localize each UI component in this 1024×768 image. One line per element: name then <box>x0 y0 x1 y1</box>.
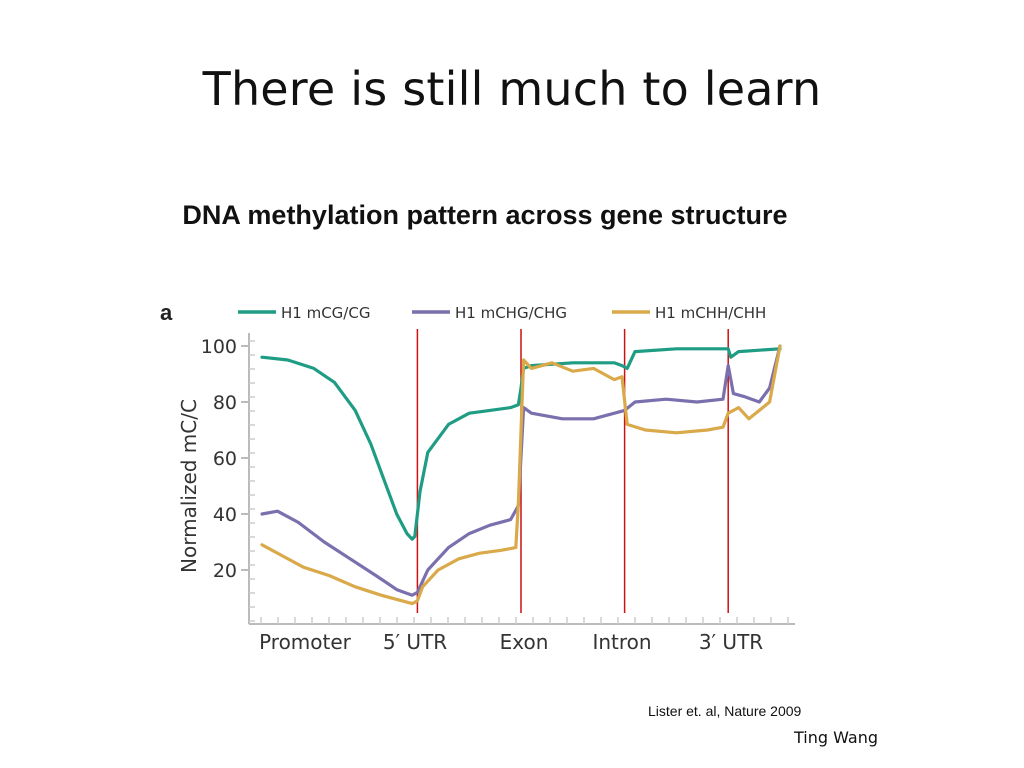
region-label: Promoter <box>259 630 352 654</box>
chart-axes: 20 40 60 80 100 <box>201 333 795 625</box>
y-tick-label: 40 <box>213 504 237 526</box>
chart-legend: H1 mCG/CG H1 mCHG/CHG H1 mCHH/CHH <box>238 304 766 322</box>
series-line-1 <box>260 347 782 541</box>
y-tick-label: 60 <box>213 448 237 470</box>
panel-label: a <box>160 300 173 325</box>
citation: Lister et. al, Nature 2009 <box>648 703 802 719</box>
series-line-3 <box>260 344 782 606</box>
author-name: Ting Wang <box>793 728 878 747</box>
y-axis-title: Normalized mC/C <box>177 399 201 573</box>
y-tick-label: 20 <box>213 560 237 582</box>
slide-title: There is still much to learn <box>202 62 822 116</box>
region-labels: Promoter 5′ UTR Exon Intron 3′ UTR <box>259 630 763 654</box>
y-tick-label: 80 <box>213 392 237 414</box>
legend-entry: H1 mCHH/CHH <box>655 304 766 322</box>
legend-entry: H1 mCHG/CHG <box>455 304 567 322</box>
y-tick-label: 100 <box>201 336 237 358</box>
region-label: 3′ UTR <box>699 630 763 654</box>
series-lines <box>260 344 782 606</box>
chart-title: DNA methylation pattern across gene stru… <box>182 200 788 230</box>
legend-entry: H1 mCG/CG <box>281 304 370 322</box>
region-label: Exon <box>500 630 549 654</box>
region-label: 5′ UTR <box>383 630 447 654</box>
region-label: Intron <box>592 630 651 654</box>
